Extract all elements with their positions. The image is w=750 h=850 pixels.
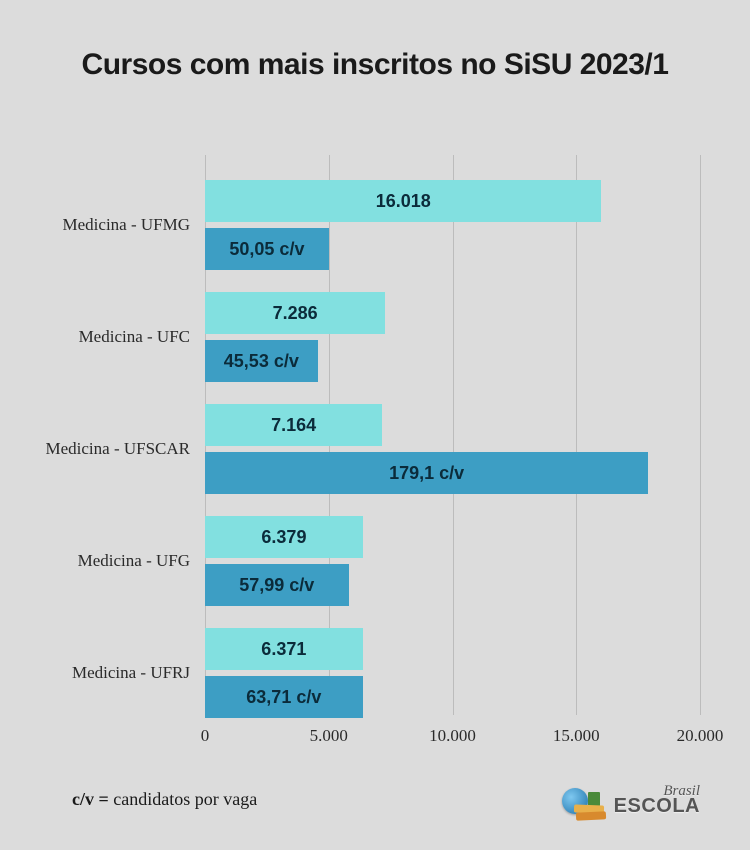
logo-line2: ESCOLA [614, 798, 700, 815]
x-axis-labels: 05.00010.00015.00020.000 [205, 720, 700, 750]
bar-secondary: 57,99 c/v [205, 564, 349, 606]
x-axis-tick-label: 20.000 [677, 726, 724, 746]
x-axis-tick-label: 10.000 [429, 726, 476, 746]
bar-primary-label: 7.286 [273, 303, 318, 324]
bar-secondary: 63,71 c/v [205, 676, 363, 718]
bar-secondary-label: 179,1 c/v [389, 463, 464, 484]
bar-primary-label: 7.164 [271, 415, 316, 436]
bar-primary-label: 6.379 [261, 527, 306, 548]
bar-secondary-label: 50,05 c/v [229, 239, 304, 260]
logo-icon [562, 780, 608, 820]
y-axis-category-label: Medicina - UFMG [0, 215, 190, 235]
chart-plot-area: 16.018 50,05 c/v 7.286 45,53 c/v 7.164 179,1 … [205, 155, 700, 715]
logo-text: Brasil ESCOLA [614, 785, 700, 815]
footnote-bold: c/v = [72, 789, 109, 809]
bar-secondary: 50,05 c/v [205, 228, 329, 270]
y-axis-labels: Medicina - UFMG Medicina - UFC Medicina - … [0, 155, 200, 715]
y-axis-category-label: Medicina - UFSCAR [0, 439, 190, 459]
brasil-escola-logo: Brasil ESCOLA [562, 780, 700, 820]
y-axis-category-label: Medicina - UFG [0, 551, 190, 571]
bars-container: 16.018 50,05 c/v 7.286 45,53 c/v 7.164 179,1 … [205, 155, 700, 715]
x-axis-tick-label: 5.000 [310, 726, 348, 746]
gridline [700, 155, 701, 715]
footnote: c/v = candidatos por vaga [72, 789, 257, 810]
bar-primary-label: 6.371 [261, 639, 306, 660]
books-icon [574, 798, 606, 820]
bar-primary: 7.164 [205, 404, 382, 446]
bar-secondary: 179,1 c/v [205, 452, 648, 494]
chart-title: Cursos com mais inscritos no SiSU 2023/1 [0, 48, 750, 82]
y-axis-category-label: Medicina - UFRJ [0, 663, 190, 683]
bar-secondary-label: 45,53 c/v [224, 351, 299, 372]
bar-primary-label: 16.018 [376, 191, 431, 212]
bar-primary: 6.379 [205, 516, 363, 558]
y-axis-category-label: Medicina - UFC [0, 327, 190, 347]
bar-secondary-label: 63,71 c/v [246, 687, 321, 708]
footnote-rest: candidatos por vaga [109, 789, 257, 809]
bar-primary: 6.371 [205, 628, 363, 670]
bar-secondary: 45,53 c/v [205, 340, 318, 382]
x-axis-tick-label: 15.000 [553, 726, 600, 746]
bar-secondary-label: 57,99 c/v [239, 575, 314, 596]
bar-primary: 7.286 [205, 292, 385, 334]
x-axis-tick-label: 0 [201, 726, 210, 746]
bar-primary: 16.018 [205, 180, 601, 222]
page: Cursos com mais inscritos no SiSU 2023/1… [0, 0, 750, 850]
